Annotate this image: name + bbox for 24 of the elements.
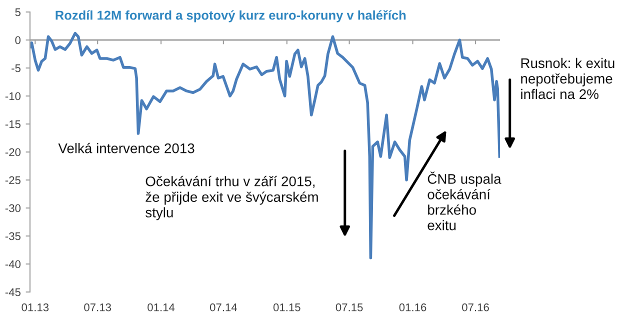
y-tick-label: -20 xyxy=(5,148,21,156)
x-tick-label: 07.16 xyxy=(462,303,489,312)
x-tick-label: 01.14 xyxy=(148,303,175,312)
x-tick-label: 01.13 xyxy=(22,303,49,312)
chart-title: Rozdíl 12M forward a spotový kurz euro-koruny v haléřích xyxy=(56,10,406,22)
y-tick-label: -40 xyxy=(5,260,21,268)
annotation: ČNB uspala očekávání brzkého exitu xyxy=(428,172,502,230)
y-tick-label: -30 xyxy=(5,204,21,212)
y-tick-label: -15 xyxy=(5,120,21,128)
x-tick-label: 01.16 xyxy=(399,303,426,312)
x-tick-label: 07.15 xyxy=(336,303,363,312)
y-tick-label: 5 xyxy=(15,8,21,16)
x-tick-label: 07.13 xyxy=(84,303,111,312)
annotation: Očekávání trhu v září 2015, že přijde exit ve švýcarském stylu xyxy=(146,176,318,220)
annotation: Velká intervence 2013 xyxy=(58,142,194,154)
y-tick-label: -35 xyxy=(5,232,21,240)
y-tick-label: -25 xyxy=(5,176,21,184)
x-tick-label: 07.14 xyxy=(210,303,238,312)
y-tick-label: -10 xyxy=(5,92,21,100)
text: Rusnok: k exitu nepotřebujeme inflaci na 2% xyxy=(521,58,614,100)
x-tick-label: 01.15 xyxy=(273,303,300,312)
y-tick-label: -5 xyxy=(12,64,21,72)
y-tick-label: -45 xyxy=(5,288,21,296)
y-tick-label: 0 xyxy=(15,36,21,44)
